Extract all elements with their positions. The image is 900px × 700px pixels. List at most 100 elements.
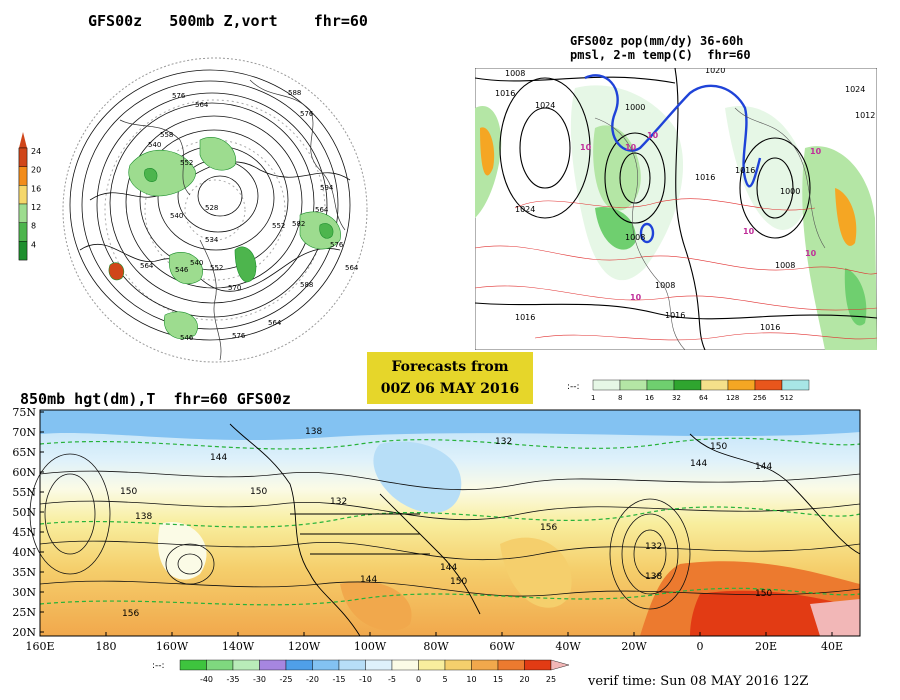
polar-colorbar-swatch bbox=[18, 203, 28, 223]
hgt850-map-title: 850mb hgt(dm),T fhr=60 GFS00z bbox=[20, 390, 291, 408]
vorticity-fills bbox=[108, 137, 341, 340]
temp-colorbar-swatch bbox=[391, 659, 419, 671]
lat-tick-label: 35N bbox=[12, 566, 36, 579]
height-contour-label: 144 bbox=[210, 453, 227, 463]
temp-label: 10 bbox=[625, 143, 637, 152]
temp-colorbar-arrow-left: :--: bbox=[152, 661, 165, 671]
contour-label: 594 bbox=[320, 184, 334, 192]
height-contour-label: 150 bbox=[710, 442, 727, 452]
lat-tick-label: 20N bbox=[12, 626, 36, 639]
lon-tick-label: 60W bbox=[489, 640, 515, 652]
coastlines bbox=[594, 107, 826, 350]
height-contour-label: 132 bbox=[330, 497, 347, 507]
contour-label: 588 bbox=[300, 281, 313, 289]
height-contour-label: 138 bbox=[135, 512, 152, 522]
isobar-label: 1024 bbox=[515, 205, 535, 214]
polar-colorbar-swatch bbox=[18, 185, 28, 205]
temp-colorbar-swatch bbox=[232, 659, 260, 671]
pop-colorbar-label: 1 bbox=[591, 394, 595, 402]
pop-colorbar-swatch bbox=[727, 379, 756, 391]
pop-colorbar-swatch bbox=[700, 379, 729, 391]
height-contour-label: 150 bbox=[120, 487, 137, 497]
temp-colorbar-arrow-right bbox=[550, 659, 570, 671]
temp-colorbar-label: -15 bbox=[332, 675, 345, 684]
temp-label: 10 bbox=[810, 147, 822, 156]
temp-colorbar-swatch bbox=[365, 659, 393, 671]
lon-tick-label: 100W bbox=[354, 640, 387, 652]
forecast-box-line2: 00Z 06 MAY 2016 bbox=[380, 381, 520, 397]
contour-label: 546 bbox=[180, 334, 194, 342]
temp-colorbar-label: 15 bbox=[493, 675, 503, 684]
height-contours bbox=[29, 453, 861, 610]
contour-label: 564 bbox=[268, 319, 282, 327]
pop-colorbar-swatch bbox=[754, 379, 783, 391]
temp-colorbar-label: -30 bbox=[253, 675, 266, 684]
lon-tick-label: 0 bbox=[697, 640, 704, 652]
temp-colorbar-swatch bbox=[206, 659, 234, 671]
lon-tick-label: 160E bbox=[25, 640, 54, 652]
contour-label: 552 bbox=[272, 222, 285, 230]
pop-colorbar-swatch bbox=[592, 379, 621, 391]
lon-tick-label: 40E bbox=[821, 640, 843, 652]
verif-time: verif time: Sun 08 MAY 2016 12Z bbox=[588, 674, 809, 689]
pop-colorbar: :--: 1 8 16 32 64 128 256 512 bbox=[567, 379, 810, 402]
temp-colorbar-label: -10 bbox=[359, 675, 372, 684]
isobar-label: 1024 bbox=[845, 85, 865, 94]
height-contour-label: 144 bbox=[755, 462, 772, 472]
isobar-label: 1016 bbox=[515, 313, 535, 322]
contour-label: 570 bbox=[228, 284, 241, 292]
contour-label: 576 bbox=[172, 92, 186, 100]
lat-tick-label: 70N bbox=[12, 426, 36, 439]
isobar-label: 1020 bbox=[705, 68, 725, 75]
height-contour-label: 138 bbox=[645, 572, 662, 582]
pop-colorbar-label: 128 bbox=[726, 394, 739, 402]
isobar-label: 1008 bbox=[505, 69, 525, 78]
pop-colorbar-swatch bbox=[619, 379, 648, 391]
temperature-contours bbox=[39, 437, 861, 606]
lon-tick-label: 120W bbox=[288, 640, 321, 652]
contour-label: 528 bbox=[205, 204, 218, 212]
temp-colorbar-label: 20 bbox=[519, 675, 529, 684]
isobar-label: 1016 bbox=[495, 89, 515, 98]
pop-colorbar-label: 64 bbox=[699, 394, 708, 402]
height-contour-label: 132 bbox=[645, 542, 662, 552]
contour-label: 564 bbox=[345, 264, 359, 272]
lon-tick-label: 20E bbox=[755, 640, 777, 652]
height-contour-label: 150 bbox=[450, 577, 467, 587]
forecast-init-box: Forecasts from 00Z 06 MAY 2016 bbox=[367, 352, 533, 404]
lat-tick-label: 55N bbox=[12, 486, 36, 499]
isobar-label: 1012 bbox=[855, 111, 875, 120]
lat-tick-label: 60N bbox=[12, 466, 36, 479]
isobar-label: 1016 bbox=[695, 173, 715, 182]
polar-colorbar-label: 12 bbox=[31, 203, 41, 212]
contour-label: 552 bbox=[210, 264, 223, 272]
temp-colorbar-swatch bbox=[259, 659, 287, 671]
polar-colorbar-label: 20 bbox=[31, 166, 41, 175]
temp-colorbar-swatch bbox=[312, 659, 340, 671]
temp-label: 10 bbox=[580, 143, 592, 152]
contour-label: 540 bbox=[170, 212, 183, 220]
lat-tick-label: 45N bbox=[12, 526, 36, 539]
lon-tick-label: 20W bbox=[621, 640, 647, 652]
pop-colorbar-label: 16 bbox=[645, 394, 654, 402]
temperature-contours bbox=[475, 198, 877, 341]
pop-map-title-line1: GFS00z pop(mm/dy) 36-60h bbox=[570, 34, 744, 48]
contour-label: 576 bbox=[300, 110, 314, 118]
temp-label: 10 bbox=[743, 227, 755, 236]
temp-colorbar-swatch bbox=[444, 659, 472, 671]
polar-colorbar-swatch bbox=[18, 241, 28, 261]
height-contour-label: 156 bbox=[540, 523, 557, 533]
height-contour-label: 150 bbox=[755, 589, 772, 599]
temp850-colorbar: :--: -40 -35 -30 -25 -20 -15 -10 -5 0 5 10 15 20 25 bbox=[152, 659, 570, 684]
temp-label: 10 bbox=[647, 131, 659, 140]
coastlines bbox=[119, 79, 346, 361]
isobar-label: 1024 bbox=[535, 101, 555, 110]
lat-tick-label: 30N bbox=[12, 586, 36, 599]
isobar-label: 1016 bbox=[735, 166, 755, 175]
contour-label: 576 bbox=[232, 332, 246, 340]
pop-colorbar-swatch bbox=[781, 379, 810, 391]
pop-colorbar-label: 512 bbox=[780, 394, 793, 402]
lat-tick-label: 65N bbox=[12, 446, 36, 459]
temp-colorbar-label: 0 bbox=[416, 675, 421, 684]
lon-tick-label: 140W bbox=[222, 640, 255, 652]
